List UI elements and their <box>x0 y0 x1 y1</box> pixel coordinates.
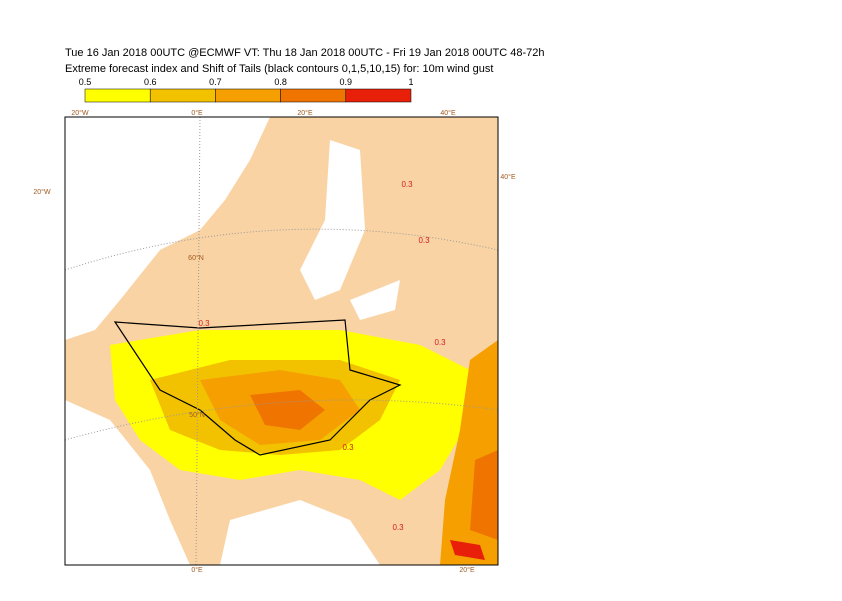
colorbar-tick-label: 0.5 <box>79 77 92 87</box>
map-grid-label: 40°E <box>440 109 456 117</box>
colorbar-tick-label: 1 <box>408 77 413 87</box>
map-grid-label: 20°W <box>71 109 89 117</box>
colorbar: 0.5 0.6 0.7 0.8 0.9 1 <box>79 77 414 103</box>
colorbar-segment <box>149 88 216 103</box>
map-grid-label: 20°E <box>459 566 475 574</box>
contour-label: 0.3 <box>418 236 430 245</box>
map <box>65 117 498 565</box>
map-grid-label: 0°E <box>191 566 203 574</box>
contour-label: 0.3 <box>392 523 404 532</box>
colorbar-segment <box>280 88 347 103</box>
title-line-1: Tue 16 Jan 2018 00UTC @ECMWF VT: Thu 18 … <box>65 47 545 59</box>
map-grid-label: 50°N <box>189 411 205 419</box>
map-grid-label: 40°E <box>500 173 516 181</box>
colorbar-tick-label: 0.8 <box>274 77 287 87</box>
title-line-2: Extreme forecast index and Shift of Tail… <box>65 63 493 75</box>
map-labels: 20°W 0°E 20°E 40°E 20°W 40°E 60°N 50°N 0°E 20°E 0.… <box>33 109 516 574</box>
colorbar-tick-label: 0.9 <box>340 77 353 87</box>
colorbar-segment <box>84 88 151 103</box>
colorbar-segment <box>345 88 412 103</box>
contour-label: 0.3 <box>198 319 210 328</box>
map-grid-label: 20°W <box>33 188 51 196</box>
contour-label: 0.3 <box>434 338 446 347</box>
contour-label: 0.3 <box>342 443 354 452</box>
colorbar-segment <box>215 88 281 103</box>
map-grid-label: 0°E <box>191 109 203 117</box>
map-grid-label: 60°N <box>188 254 204 262</box>
colorbar-tick-label: 0.6 <box>144 77 157 87</box>
colorbar-tick-label: 0.7 <box>209 77 222 87</box>
map-frame <box>64 116 499 566</box>
map-grid-label: 20°E <box>297 109 313 117</box>
contour-label: 0.3 <box>401 180 413 189</box>
